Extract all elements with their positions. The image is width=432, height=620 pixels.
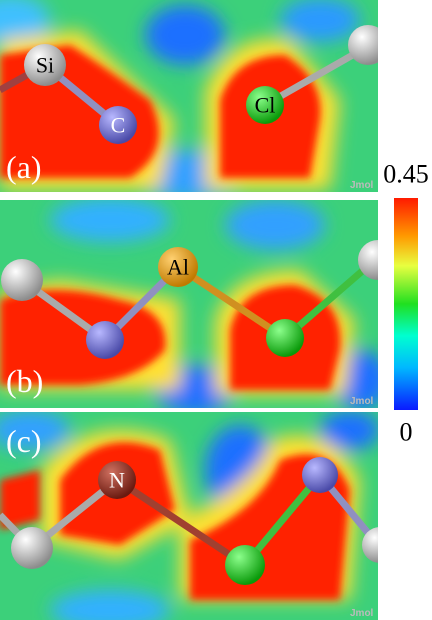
panel-b: Al (b) Jmol — [0, 200, 378, 408]
colorbar — [394, 198, 418, 410]
atom-label: Al — [167, 255, 189, 280]
atom-label: N — [109, 468, 125, 493]
panel-label: (b) — [6, 363, 43, 399]
watermark: Jmol — [350, 396, 374, 407]
watermark: Jmol — [350, 180, 374, 191]
atom-label: C — [111, 113, 126, 138]
atom-label: Si — [36, 53, 54, 78]
colorbar-label: 0.45 — [383, 160, 429, 189]
colorbar-label: 0 — [400, 418, 413, 447]
panel-label: (a) — [6, 149, 42, 185]
panel-label: (c) — [6, 423, 42, 459]
atom-label: Cl — [255, 93, 276, 118]
watermark: Jmol — [350, 608, 374, 619]
panel-c: N (c) Jmol — [0, 412, 378, 620]
panel-a: Si C Cl (a) Jmol — [0, 0, 378, 192]
